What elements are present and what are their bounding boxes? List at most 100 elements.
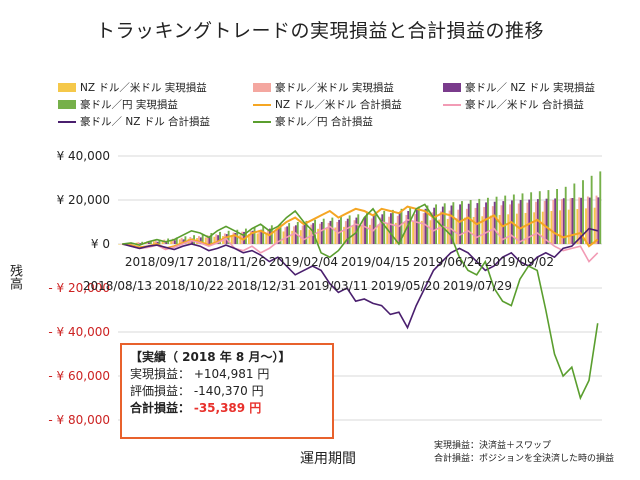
y-tick-label: ¥ 40,000 bbox=[57, 149, 110, 163]
bar-1 bbox=[455, 218, 458, 244]
bar-1 bbox=[317, 228, 320, 244]
bar-4 bbox=[495, 196, 498, 244]
bar-3 bbox=[208, 236, 211, 244]
bar-1 bbox=[230, 235, 233, 244]
bar-1 bbox=[438, 219, 441, 244]
y-tick-label: ¥ 0 bbox=[91, 237, 110, 251]
bar-1 bbox=[593, 207, 596, 244]
bar-4 bbox=[452, 202, 455, 244]
bar-3 bbox=[528, 199, 531, 244]
bar-3 bbox=[173, 240, 176, 244]
bar-1 bbox=[265, 232, 268, 244]
bar-4 bbox=[426, 205, 429, 244]
bar-1 bbox=[291, 230, 294, 244]
y-tick-label: - ¥ 40,000 bbox=[48, 325, 110, 339]
footnotes: 実現損益：決済益＋スワップ 合計損益：ポジションを全決済した時の損益 bbox=[434, 440, 614, 466]
bar-4 bbox=[582, 180, 584, 244]
bar-3 bbox=[545, 198, 548, 244]
bar-4 bbox=[564, 186, 567, 244]
bar-4 bbox=[279, 224, 282, 244]
bar-4 bbox=[149, 240, 152, 244]
bar-4 bbox=[521, 193, 524, 244]
legend-item: 豪ドル／円 合計損益 bbox=[253, 114, 373, 129]
bar-3 bbox=[277, 227, 280, 244]
y-tick-label: ¥ 20,000 bbox=[57, 193, 110, 207]
bar-3 bbox=[580, 197, 583, 244]
bar-2 bbox=[198, 236, 200, 244]
legend-swatch bbox=[58, 83, 76, 92]
bar-4 bbox=[253, 227, 256, 244]
bar-4 bbox=[340, 216, 342, 244]
bar-1 bbox=[585, 208, 587, 244]
bar-4 bbox=[391, 209, 394, 244]
bar-1 bbox=[429, 220, 432, 244]
legend-item: 豪ドル／米ドル 実現損益 bbox=[253, 80, 394, 95]
bar-3 bbox=[562, 198, 565, 244]
bar-2 bbox=[422, 213, 425, 244]
bar-3 bbox=[217, 235, 220, 244]
bar-2 bbox=[586, 196, 589, 244]
bar-2 bbox=[543, 200, 546, 244]
bar-1 bbox=[420, 220, 423, 244]
bar-1 bbox=[472, 216, 475, 244]
bar-1 bbox=[541, 211, 544, 244]
bar-2 bbox=[552, 200, 555, 244]
x-tick-label: 2019/07/29 bbox=[443, 279, 512, 293]
x-tick-label: 2019/05/20 bbox=[371, 279, 440, 293]
bar-4 bbox=[469, 200, 472, 244]
line-series-4 bbox=[122, 203, 599, 401]
bar-2 bbox=[517, 203, 520, 244]
bar-3 bbox=[346, 218, 349, 244]
bar-2 bbox=[474, 207, 477, 244]
y-tick-label: - ¥ 60,000 bbox=[48, 369, 110, 383]
bar-2 bbox=[267, 229, 270, 244]
bar-3 bbox=[303, 224, 306, 244]
bar-2 bbox=[275, 228, 278, 244]
bar-2 bbox=[344, 221, 347, 244]
legend-label: 豪ドル／米ドル 実現損益 bbox=[275, 82, 394, 94]
bar-4 bbox=[296, 222, 299, 244]
summary-box: 【実績（ 2018 年 8 月～）】 実現損益： +104,981 円 評価損益… bbox=[120, 343, 334, 439]
bar-3 bbox=[320, 222, 323, 244]
bar-4 bbox=[461, 201, 463, 244]
bar-1 bbox=[498, 214, 501, 244]
y-tick-label: - ¥ 80,000 bbox=[48, 413, 110, 427]
legend-swatch bbox=[443, 83, 461, 92]
bar-1 bbox=[282, 231, 285, 244]
bar-3 bbox=[199, 237, 202, 244]
bar-1 bbox=[135, 242, 138, 244]
bar-2 bbox=[284, 227, 287, 244]
bar-3 bbox=[554, 198, 557, 244]
bar-3 bbox=[571, 198, 574, 244]
bar-2 bbox=[232, 232, 235, 244]
bar-1 bbox=[576, 209, 579, 244]
legend-item: 豪ドル／ NZ ドル 合計損益 bbox=[58, 114, 210, 129]
bar-3 bbox=[597, 197, 600, 244]
bar-1 bbox=[567, 209, 570, 244]
bar-2 bbox=[483, 207, 486, 244]
summary-unrealized-value: -140,370 円 bbox=[193, 384, 264, 398]
bar-4 bbox=[443, 203, 446, 244]
bar-4 bbox=[417, 206, 420, 244]
bar-3 bbox=[286, 226, 289, 244]
bar-3 bbox=[148, 242, 150, 244]
bar-1 bbox=[204, 237, 207, 244]
footnote-realized: 実現損益：決済益＋スワップ bbox=[434, 441, 552, 451]
bar-4 bbox=[512, 194, 515, 244]
bar-4 bbox=[547, 190, 550, 244]
bar-4 bbox=[590, 175, 593, 244]
bar-3 bbox=[502, 201, 505, 244]
bar-3 bbox=[364, 216, 366, 244]
bar-1 bbox=[152, 241, 155, 244]
bar-1 bbox=[559, 210, 562, 244]
bar-2 bbox=[301, 225, 304, 244]
bar-3 bbox=[165, 241, 168, 244]
bar-2 bbox=[414, 214, 416, 244]
bar-2 bbox=[293, 226, 295, 244]
x-tick-label: 2018/08/13 bbox=[83, 279, 152, 293]
bar-1 bbox=[273, 232, 276, 244]
chart-title: トラッキングトレードの実現損益と合計損益の推移 bbox=[96, 20, 544, 42]
bar-1 bbox=[481, 216, 484, 244]
summary-heading: 【実績（ 2018 年 8 月～）】 bbox=[130, 350, 291, 364]
line-series-3 bbox=[122, 227, 598, 330]
